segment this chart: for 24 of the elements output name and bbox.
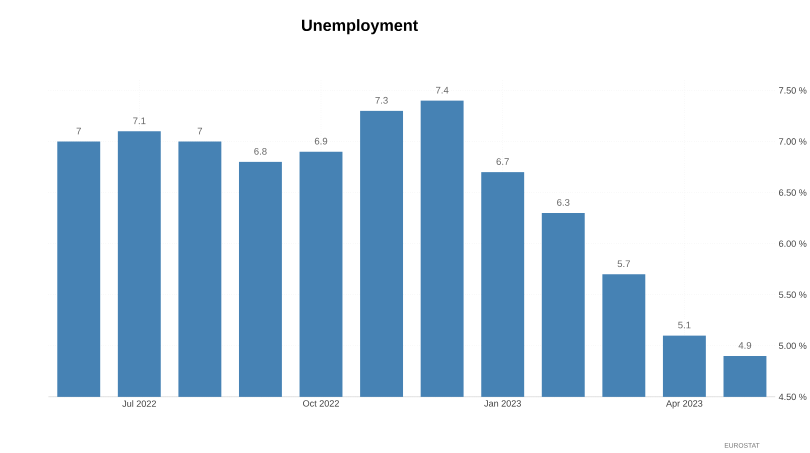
y-tick-label: 4.50 % (778, 394, 806, 400)
data-label: 7.4 (436, 86, 448, 94)
x-tick-label: Jan 2023 (484, 400, 521, 407)
chart-title: Unemployment (302, 19, 418, 34)
data-label: 7 (198, 128, 202, 134)
y-tick-label: 7.00 % (779, 138, 806, 145)
y-tick-label: 6.50 % (779, 189, 806, 196)
data-label: 4.9 (738, 342, 752, 349)
y-tick-label: 6.00 % (779, 240, 806, 247)
data-label: 6.8 (254, 148, 267, 155)
data-label: 7.3 (375, 96, 388, 104)
data-label: 6.7 (496, 158, 509, 165)
data-label: 5.7 (618, 260, 630, 268)
x-tick-label: Oct 2022 (303, 400, 339, 407)
x-tick-label: Jul 2022 (122, 400, 156, 407)
data-label: 7 (76, 128, 81, 134)
data-label: 6.3 (557, 199, 570, 206)
y-tick-label: 5.50 % (778, 292, 806, 298)
data-label: 6.9 (314, 138, 328, 145)
data-label: 7.1 (133, 118, 146, 124)
x-tick-label: Apr 2023 (666, 400, 702, 408)
data-label: 5.1 (678, 322, 691, 328)
y-tick-label: 5.00 % (778, 342, 806, 349)
y-tick-label: 7.50 % (779, 87, 806, 94)
